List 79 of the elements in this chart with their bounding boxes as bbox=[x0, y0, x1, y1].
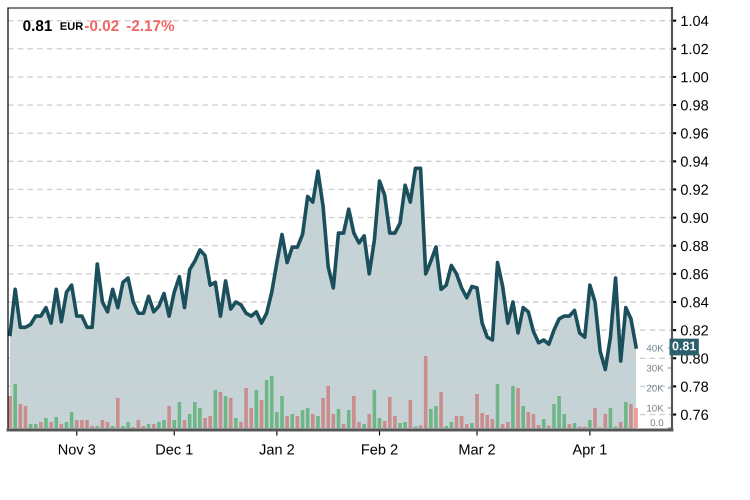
bar bbox=[629, 404, 633, 428]
bar bbox=[290, 414, 294, 428]
bar bbox=[44, 418, 48, 428]
bar bbox=[346, 410, 351, 428]
bar bbox=[126, 422, 130, 428]
bar bbox=[342, 424, 346, 428]
bar bbox=[228, 398, 232, 428]
annotation: -0.02 bbox=[84, 20, 119, 32]
bar bbox=[439, 392, 443, 428]
annotation: EUR bbox=[60, 22, 84, 30]
bar bbox=[568, 424, 572, 428]
bar bbox=[618, 422, 622, 428]
bar bbox=[470, 423, 474, 428]
y2-tick-label: 30K bbox=[646, 364, 664, 372]
bar bbox=[234, 418, 238, 428]
bar bbox=[521, 406, 525, 428]
bar bbox=[536, 425, 540, 428]
y-tick-label: 0.76 bbox=[680, 410, 708, 420]
bar bbox=[13, 384, 17, 428]
bar bbox=[311, 414, 315, 428]
bar bbox=[146, 424, 150, 428]
bar bbox=[511, 386, 515, 428]
bar bbox=[624, 402, 628, 428]
bar bbox=[39, 422, 43, 428]
bar bbox=[116, 398, 120, 428]
bar bbox=[634, 408, 638, 428]
x-tick-label: Apr 1 bbox=[572, 444, 607, 458]
x-tick-label: Jan 2 bbox=[259, 444, 294, 455]
bar bbox=[362, 424, 366, 428]
y-tick-label: 0.94 bbox=[680, 156, 708, 167]
bar bbox=[254, 390, 258, 428]
bar bbox=[218, 392, 222, 428]
y-tick-label: 0.98 bbox=[680, 100, 708, 110]
y-tick-label: 1.00 bbox=[681, 72, 708, 82]
y-tick-label: 1.02 bbox=[681, 44, 708, 54]
bar bbox=[49, 422, 53, 428]
bar bbox=[167, 406, 171, 428]
bar bbox=[608, 408, 612, 428]
y-tick-label: 0.88 bbox=[680, 240, 708, 252]
bar bbox=[516, 388, 520, 428]
y-tick-label: 0.84 bbox=[680, 297, 708, 308]
bar bbox=[106, 422, 110, 428]
y-tick-label: 0.92 bbox=[680, 184, 708, 195]
bar bbox=[100, 420, 104, 428]
bar bbox=[367, 414, 372, 428]
bar bbox=[542, 419, 546, 428]
bar bbox=[8, 396, 12, 428]
bar bbox=[214, 390, 218, 428]
y-tick-label: 0.96 bbox=[680, 128, 708, 139]
bar bbox=[572, 423, 576, 428]
bar bbox=[588, 420, 592, 428]
y-tick-label: 0.82 bbox=[680, 325, 708, 336]
bar bbox=[60, 424, 64, 428]
bar bbox=[496, 384, 500, 428]
bar bbox=[408, 400, 412, 428]
bar bbox=[316, 416, 320, 428]
bar bbox=[182, 420, 186, 428]
x-tick-label: Feb 2 bbox=[362, 444, 398, 455]
x-tick-label: Nov 3 bbox=[58, 444, 96, 455]
y2-tick-label: 0.0 bbox=[650, 419, 664, 426]
y-tick-label: 0.90 bbox=[680, 212, 708, 224]
annotation: 0.81 bbox=[23, 20, 52, 32]
bar bbox=[285, 416, 289, 428]
text: 0.81 bbox=[672, 342, 696, 350]
y2-tick-label: 10K bbox=[647, 404, 664, 412]
bar bbox=[152, 424, 156, 428]
y2-tick-label: 20K bbox=[646, 384, 664, 392]
y-tick-label: 1.04 bbox=[681, 16, 708, 26]
bar bbox=[54, 417, 58, 428]
x-tick-label: Mar 2 bbox=[460, 444, 495, 455]
y-tick-label: 0.86 bbox=[680, 268, 708, 280]
annotation: -2.17% bbox=[126, 20, 174, 32]
bar bbox=[224, 396, 228, 428]
x-tick-label: Dec 1 bbox=[156, 444, 193, 455]
bar bbox=[336, 409, 340, 428]
y-tick-label: 0.78 bbox=[680, 381, 708, 392]
y2-tick-label: 40K bbox=[646, 344, 664, 352]
bar bbox=[260, 400, 264, 428]
bar bbox=[296, 416, 300, 428]
